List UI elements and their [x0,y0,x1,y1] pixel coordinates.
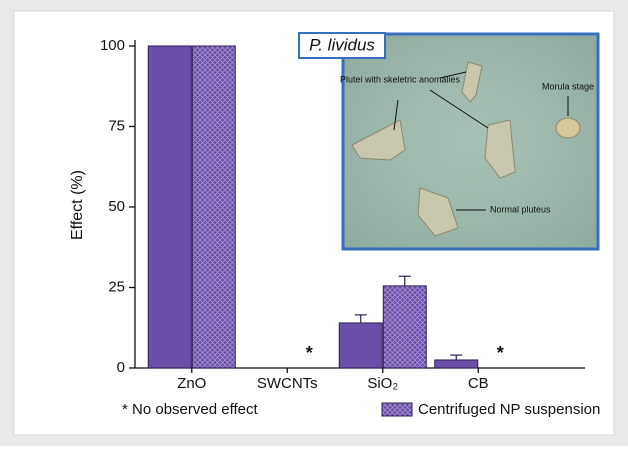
y-axis-label: Effect (%) [69,170,86,240]
bar [191,45,236,369]
inset-label: Normal pluteus [490,204,551,214]
bar [338,322,383,369]
y-tick-label: 75 [108,117,125,134]
x-tick-label: SiO₂ [367,375,398,392]
y-tick-label: 0 [117,359,125,376]
larva [417,187,459,237]
annotation: * [497,343,504,363]
inset-photo: Plutei with skeletric anomalies Morula s… [298,32,600,251]
arrow [393,99,399,131]
inset-label: Morula stage [542,81,594,91]
bar [382,285,427,369]
x-tick-label: SWCNTs [257,375,318,392]
legend-label: Centrifuged NP suspension [418,401,600,418]
larva [484,119,516,179]
annotation: * [306,343,313,363]
y-tick-label: 50 [108,198,125,215]
x-tick-label: ZnO [177,375,206,392]
inset-title-box [298,32,386,59]
y-tick-label: 25 [108,278,125,295]
legend-swatch [381,402,413,417]
bar [147,45,192,369]
x-tick-label: CB [468,375,489,392]
inset-label: Plutei with skeletric anomalies [340,74,461,84]
inset-title: P. lividus [309,35,375,54]
morula [555,117,581,139]
y-tick-label: 100 [100,37,125,54]
larva [461,61,483,103]
bar [434,359,479,369]
larva [351,119,406,161]
arrow [429,89,489,129]
note: * No observed effect [122,401,258,418]
arrow [439,71,467,79]
